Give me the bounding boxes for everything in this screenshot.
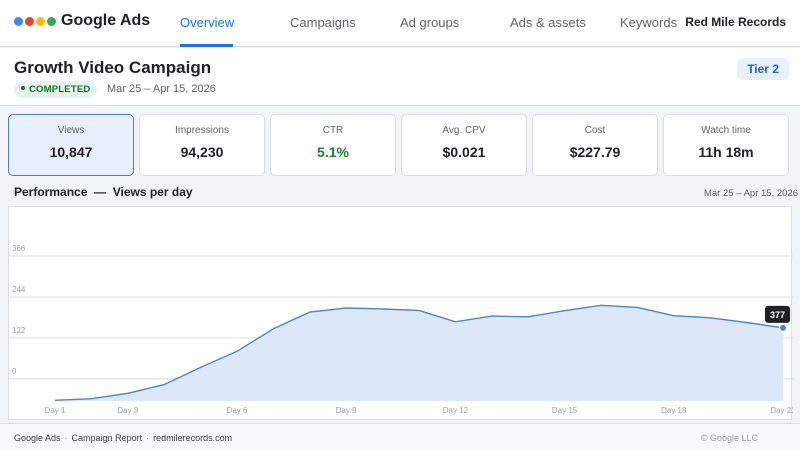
views-chart-panel: 0 122 244 366 Day 1 Day 3 Day 6 Day 9 Day 12 Day … bbox=[8, 206, 793, 421]
footer-item-website[interactable]: redmilerecords.com bbox=[153, 433, 233, 443]
metric-value: $227.79 bbox=[569, 144, 621, 160]
metric-card-ctr[interactable]: CTR 5.1% bbox=[270, 114, 396, 176]
active-tab-indicator bbox=[180, 44, 233, 47]
y-tick-label: 122 bbox=[12, 326, 26, 335]
metric-card-impressions[interactable]: Impressions 94,230 bbox=[139, 114, 265, 176]
footer-item-google-ads: Google Ads bbox=[14, 433, 61, 443]
metric-label: CTR bbox=[322, 125, 344, 136]
metric-card-avg-cpv[interactable]: Avg. CPV $0.021 bbox=[401, 114, 527, 176]
y-tick-label: 0 bbox=[12, 367, 17, 376]
metric-card-watch-time[interactable]: Watch time 11h 18m bbox=[663, 114, 789, 176]
x-tick-label: Day 9 bbox=[336, 406, 357, 415]
x-tick-label: Day 18 bbox=[661, 406, 687, 415]
tab-ad-groups[interactable]: Ad groups bbox=[400, 15, 460, 30]
x-tick-label: Day 1 bbox=[45, 406, 66, 415]
metric-label: Impressions bbox=[175, 125, 229, 136]
views-area bbox=[55, 305, 783, 401]
performance-label: Performance bbox=[14, 185, 88, 199]
tab-keywords[interactable]: Keywords bbox=[620, 15, 678, 30]
performance-metric: Views per day bbox=[112, 185, 193, 199]
footer-item-campaign-report: Campaign Report bbox=[71, 433, 143, 443]
metric-label: Views bbox=[57, 125, 85, 136]
tier-badge: Tier 2 bbox=[737, 58, 789, 80]
last-point-marker bbox=[779, 323, 787, 332]
x-tick-label: Day 21 bbox=[770, 406, 793, 415]
x-tick-label: Day 12 bbox=[443, 406, 469, 415]
status-dot-icon bbox=[21, 86, 25, 91]
metric-label: Watch time bbox=[701, 125, 751, 136]
status-badge: COMPLETED bbox=[14, 81, 98, 98]
last-value-label: 377 bbox=[770, 310, 785, 320]
x-tick-label: Day 6 bbox=[227, 406, 248, 415]
logo-dot-icon bbox=[25, 16, 34, 26]
y-tick-label: 366 bbox=[12, 244, 26, 253]
metric-label: Cost bbox=[584, 125, 606, 136]
views-chart[interactable]: 0 122 244 366 Day 1 Day 3 Day 6 Day 9 Day 12 Day … bbox=[9, 207, 793, 421]
logo-dot-icon bbox=[36, 16, 45, 26]
footer-links: Google Ads · Campaign Report · redmilerecord… bbox=[14, 433, 233, 443]
tab-ads-and-assets[interactable]: Ads & assets bbox=[510, 15, 586, 30]
metric-value: 5.1% bbox=[317, 144, 349, 160]
top-nav-bar: Google Ads Overview Campaigns Ad groups … bbox=[0, 0, 800, 47]
account-name[interactable]: Red Mile Records bbox=[685, 15, 786, 29]
metric-value: 10,847 bbox=[49, 144, 93, 160]
page-title: Growth Video Campaign bbox=[14, 58, 212, 77]
views-line bbox=[54, 304, 784, 401]
metric-card-views[interactable]: Views 10,847 bbox=[8, 114, 134, 176]
metric-value: 94,230 bbox=[180, 144, 224, 160]
brand[interactable]: Google Ads bbox=[14, 12, 150, 30]
logo-dot-icon bbox=[14, 16, 23, 26]
metric-cards: Views 10,847 Impressions 94,230 CTR 5.1%… bbox=[8, 114, 792, 176]
footer-copyright: © Google LLC bbox=[700, 433, 758, 443]
x-tick-label: Day 15 bbox=[552, 406, 578, 415]
metric-card-cost[interactable]: Cost $227.79 bbox=[532, 114, 658, 176]
logo-dot-icon bbox=[47, 16, 56, 26]
campaign-date-range: Mar 25 – Apr 15, 2026 bbox=[107, 83, 216, 95]
performance-title: Performance — Views per day bbox=[14, 185, 193, 199]
footer: Google Ads · Campaign Report · redmilerecord… bbox=[0, 423, 800, 450]
tab-campaigns[interactable]: Campaigns bbox=[290, 15, 356, 30]
metric-label: Avg. CPV bbox=[442, 125, 486, 136]
metric-value: 11h 18m bbox=[698, 144, 754, 160]
y-tick-label: 244 bbox=[12, 285, 26, 294]
metric-value: $0.021 bbox=[442, 144, 486, 160]
status-text: COMPLETED bbox=[29, 84, 91, 95]
brand-name: Google Ads bbox=[61, 12, 151, 29]
campaign-header: Growth Video Campaign COMPLETED Mar 25 –… bbox=[0, 48, 800, 106]
tab-overview[interactable]: Overview bbox=[180, 15, 235, 30]
google-ads-logo-icon bbox=[14, 16, 56, 26]
x-tick-label: Day 3 bbox=[117, 406, 138, 415]
last-value-tooltip bbox=[765, 305, 790, 323]
performance-date-range: Mar 25 – Apr 15, 2026 bbox=[703, 188, 798, 199]
